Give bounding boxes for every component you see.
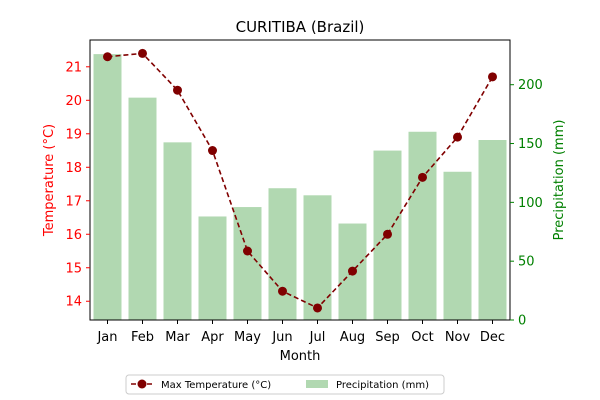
y-left-tick-label: 15 [65,261,82,276]
chart-title: CURITIBA (Brazil) [236,18,365,36]
temperature-point [103,52,112,62]
y-left-tick-label: 14 [65,295,82,310]
x-tick-label: Aug [340,330,365,345]
y-axis-left: 14 15 16 17 18 19 20 21 [65,60,90,310]
x-tick-label: Jun [271,330,292,345]
temperature-point [138,48,147,58]
y-left-tick-label: 16 [65,228,82,243]
temperature-line [103,48,497,313]
x-axis-label: Month [280,349,321,364]
x-tick-label: Jan [96,330,117,345]
temperature-point [488,72,497,82]
x-tick-label: Nov [445,330,471,345]
x-tick-label: Mar [165,330,190,345]
y-left-tick-label: 17 [65,194,82,209]
y-left-tick-label: 21 [65,60,82,75]
legend-label-precipitation: Precipitation (mm) [336,380,429,391]
temperature-series-line [107,52,494,309]
x-tick-label: Feb [131,330,154,345]
precipitation-bar [408,131,437,320]
legend-frame [125,374,445,395]
legend-line-marker [137,379,147,389]
temperature-point [208,146,217,156]
y-left-tick-label: 18 [65,161,82,176]
temperature-point [383,229,392,239]
temperature-point [243,246,252,256]
y-axis-right-label: Precipitation (mm) [552,120,567,241]
x-axis: Jan Feb Mar Apr May Jun Jul Aug Sep Oct Nov Dec [96,320,505,345]
legend-label-temperature: Max Temperature (°C) [161,380,271,391]
precipitation-bar [163,142,192,320]
y-right-tick-label: 0 [518,314,526,329]
temperature-point [418,172,427,182]
y-axis-right: 0 50 100 150 200 [510,78,543,329]
y-right-tick-label: 150 [518,137,543,152]
plot-frame [89,39,511,321]
x-tick-label: May [234,330,261,345]
temperature-point [173,85,182,95]
y-right-tick-label: 100 [518,196,543,211]
temperature-point [278,286,287,296]
x-tick-label: Apr [201,330,224,345]
x-tick-label: Jul [309,330,326,345]
legend-bar-swatch [306,380,328,388]
y-left-tick-label: 19 [65,127,82,142]
precipitation-bar [443,171,472,320]
precipitation-bar [478,140,507,320]
x-tick-label: Dec [480,330,505,345]
y-right-tick-label: 50 [518,255,535,270]
x-tick-label: Sep [375,330,400,345]
temperature-point [313,303,322,313]
y-left-tick-label: 20 [65,94,82,109]
y-right-tick-label: 200 [518,78,543,93]
x-tick-label: Oct [411,330,433,345]
temperature-point [453,132,462,142]
precipitation-bar [303,195,332,320]
legend: Max Temperature (°C) Precipitation (mm) [125,374,445,395]
temperature-point [348,266,357,276]
y-axis-left-label: Temperature (°C) [42,124,57,237]
precipitation-bar [198,216,227,320]
precipitation-bar [128,97,157,320]
precipitation-bar [93,54,122,320]
precipitation-bars [93,54,507,320]
precipitation-bar [268,188,297,320]
